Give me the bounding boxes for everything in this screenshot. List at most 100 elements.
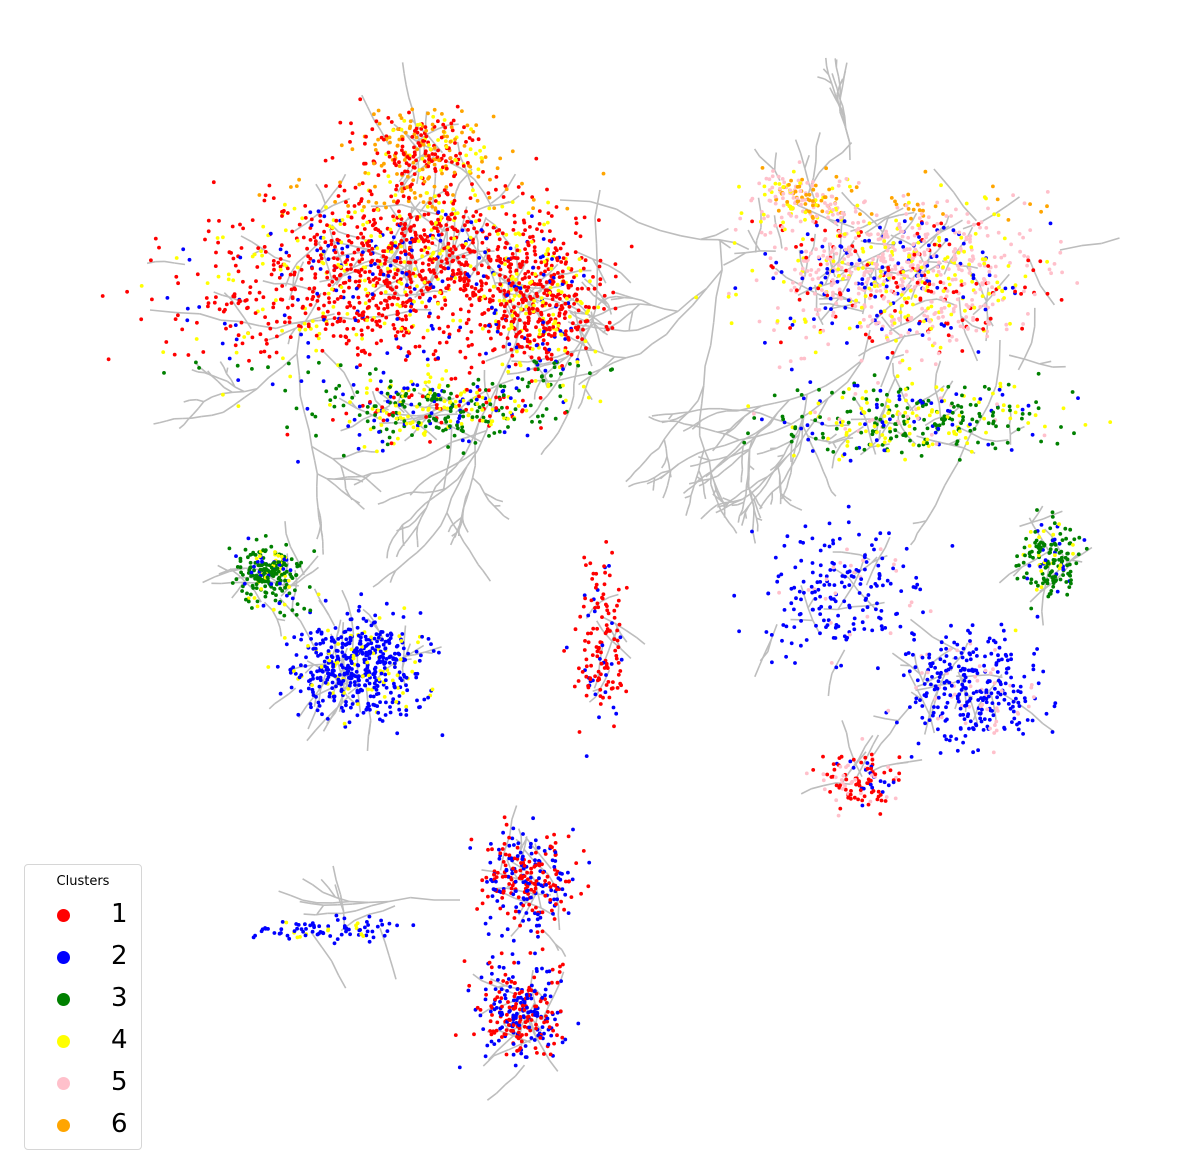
cluster-point [369, 623, 374, 628]
cluster-point [458, 318, 463, 323]
cluster-point [313, 414, 318, 419]
cluster-point [474, 397, 479, 402]
cluster-point [379, 291, 383, 295]
cluster-point [422, 232, 427, 237]
skeleton-branch [819, 463, 825, 472]
skeleton-branch [773, 160, 776, 171]
cluster-point [415, 404, 419, 409]
skeleton-branch [588, 373, 597, 378]
cluster-point [492, 347, 497, 352]
skeleton-branch [704, 427, 716, 433]
cluster-point [262, 198, 267, 203]
skeleton-branch [731, 456, 741, 465]
cluster-point [613, 262, 618, 266]
cluster-point [298, 689, 303, 694]
cluster-point [249, 570, 254, 575]
cluster-point [292, 272, 297, 277]
cluster-point [392, 326, 397, 331]
cluster-point [396, 296, 400, 301]
cluster-point [514, 332, 519, 337]
skeleton-branch [594, 217, 598, 244]
cluster-point [393, 685, 397, 690]
cluster-point [537, 328, 542, 333]
skeleton-branch [744, 505, 750, 512]
skeleton-branch [728, 427, 735, 433]
skeleton-branch [994, 204, 1009, 215]
skeleton-branch [703, 457, 711, 462]
skeleton-branch [313, 460, 319, 474]
cluster-point [440, 306, 444, 311]
cluster-point [220, 341, 225, 346]
cluster-point [329, 645, 334, 650]
cluster-point [330, 225, 335, 230]
cluster-point [266, 665, 271, 669]
cluster-point [399, 326, 404, 331]
cluster-point [453, 376, 458, 381]
skeleton-branch [717, 469, 726, 477]
skeleton-branch [528, 413, 535, 419]
skeleton-branch [419, 507, 427, 516]
cluster-point [240, 589, 245, 593]
cluster-point [280, 589, 285, 593]
skeleton-branch [485, 217, 495, 226]
skeleton-branch [486, 575, 492, 582]
cluster-point [100, 294, 105, 298]
skeleton-branch [779, 238, 783, 249]
cluster-point [571, 321, 575, 326]
skeleton-branch [220, 319, 242, 323]
cluster-point [383, 713, 388, 717]
cluster-point [530, 234, 535, 239]
cluster-point [233, 343, 238, 348]
cluster-point [349, 263, 353, 267]
cluster-point [230, 224, 235, 229]
cluster-point [404, 421, 409, 426]
skeleton-branch [230, 296, 238, 301]
cluster-point [437, 193, 441, 198]
cluster-point [502, 288, 507, 293]
cluster-point [434, 425, 439, 430]
cluster-point [505, 293, 510, 297]
skeleton-branch [466, 449, 479, 468]
cluster-point [518, 330, 522, 334]
cluster-point [489, 336, 493, 341]
skeleton-branch [717, 504, 724, 508]
cluster-point [350, 702, 355, 706]
cluster-point [549, 266, 554, 271]
cluster-point [260, 253, 264, 258]
cluster-point [427, 298, 431, 303]
skeleton-branch [327, 266, 333, 279]
cluster-point [576, 363, 581, 368]
cluster-point [584, 346, 588, 351]
cluster-point [580, 337, 584, 341]
skeleton-branch [698, 407, 710, 411]
cluster-point [318, 267, 323, 271]
skeleton-branch [756, 517, 763, 522]
skeleton-branch [236, 308, 245, 319]
cluster-point [463, 355, 468, 360]
cluster-point [398, 415, 403, 420]
skeleton-branch [648, 415, 655, 421]
skeleton-branch [770, 465, 779, 476]
skeleton-branch [308, 430, 313, 447]
skeleton-branch [939, 485, 946, 496]
skeleton-branch [312, 704, 320, 718]
cluster-point [314, 324, 319, 329]
cluster-point [341, 392, 345, 397]
cluster-point [582, 273, 586, 278]
cluster-point [308, 608, 313, 613]
cluster-point [307, 260, 311, 265]
skeleton-branch [734, 241, 750, 251]
cluster-point [149, 258, 153, 263]
cluster-point [369, 641, 374, 646]
cluster-point [338, 334, 343, 338]
cluster-point [449, 212, 454, 217]
skeleton-branch [342, 473, 346, 482]
cluster-point [588, 371, 592, 376]
skeleton-branch [659, 229, 682, 237]
cluster-point [442, 399, 447, 404]
cluster-point [325, 275, 330, 280]
cluster-point [410, 255, 414, 259]
cluster-point [269, 272, 274, 277]
skeleton-branch [334, 484, 343, 492]
cluster-point [523, 228, 527, 233]
